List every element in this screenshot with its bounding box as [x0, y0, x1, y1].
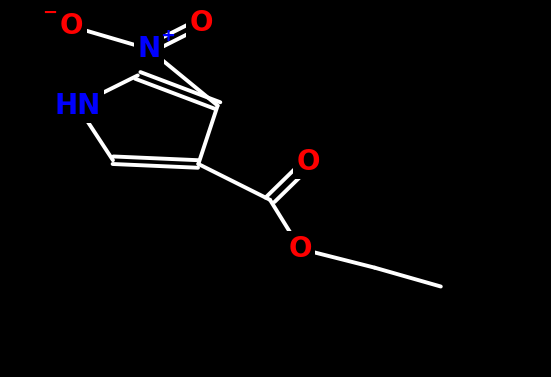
Text: O: O — [190, 9, 213, 37]
Text: O: O — [60, 12, 83, 40]
Text: N: N — [137, 35, 160, 63]
Text: HN: HN — [54, 92, 100, 120]
Text: O: O — [289, 235, 312, 263]
Text: +: + — [160, 27, 176, 45]
Text: O: O — [297, 148, 320, 176]
Text: −: − — [42, 4, 57, 22]
